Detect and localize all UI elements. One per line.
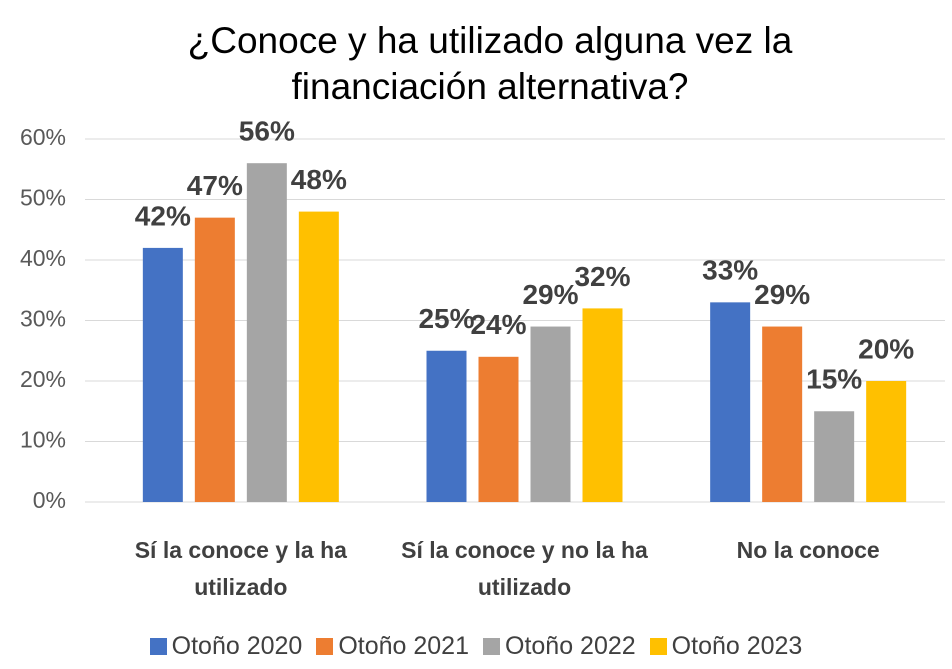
x-tick-label: No la conoce bbox=[736, 537, 880, 563]
data-label: 15% bbox=[806, 364, 862, 395]
bar bbox=[762, 326, 803, 502]
legend: Otoño 2020 Otoño 2021 Otoño 2022 Otoño 2023 bbox=[0, 632, 952, 661]
legend-label: Otoño 2021 bbox=[338, 632, 469, 660]
bar bbox=[298, 211, 339, 502]
y-tick-label: 10% bbox=[20, 427, 66, 453]
legend-swatch bbox=[316, 638, 334, 655]
data-label: 47% bbox=[187, 170, 243, 201]
y-tick-label: 40% bbox=[20, 245, 66, 271]
y-tick-label: 50% bbox=[20, 185, 66, 211]
legend-swatch bbox=[649, 638, 667, 655]
data-label: 48% bbox=[291, 164, 347, 195]
chart-title: ¿Conoce y ha utilizado alguna vez la fin… bbox=[187, 20, 793, 107]
data-label: 25% bbox=[418, 303, 474, 334]
legend-item: Otoño 2020 bbox=[149, 632, 303, 661]
bar bbox=[142, 247, 183, 502]
data-label: 56% bbox=[239, 116, 295, 147]
data-label: 42% bbox=[135, 200, 191, 231]
data-label: 20% bbox=[858, 333, 914, 364]
bar bbox=[530, 326, 571, 502]
data-label: 29% bbox=[522, 279, 578, 310]
data-label: 33% bbox=[702, 255, 758, 286]
bar bbox=[426, 350, 467, 502]
bar bbox=[582, 308, 623, 502]
legend-item: Otoño 2022 bbox=[483, 632, 636, 661]
y-tick-label: 30% bbox=[20, 306, 66, 332]
bar bbox=[814, 411, 855, 502]
data-label: 24% bbox=[470, 309, 526, 340]
data-label: 29% bbox=[754, 279, 810, 310]
y-tick-label: 60% bbox=[20, 124, 66, 150]
x-tick-label: Sí la conoce y no la ha utilizado bbox=[401, 537, 648, 600]
bar bbox=[194, 217, 235, 502]
legend-item: Otoño 2023 bbox=[649, 632, 803, 661]
legend-swatch bbox=[149, 638, 167, 655]
bar bbox=[866, 381, 907, 502]
x-tick-label: Sí la conoce y la ha utilizado bbox=[134, 537, 347, 600]
data-label: 32% bbox=[574, 261, 630, 292]
y-tick-label: 0% bbox=[33, 487, 66, 513]
legend-label: Otoño 2022 bbox=[505, 632, 636, 660]
y-tick-label: 20% bbox=[20, 366, 66, 392]
bar bbox=[710, 302, 751, 502]
legend-label: Otoño 2023 bbox=[671, 632, 803, 660]
legend-label: Otoño 2020 bbox=[171, 632, 303, 660]
legend-swatch bbox=[483, 638, 500, 655]
legend-item: Otoño 2021 bbox=[316, 632, 469, 661]
bar bbox=[246, 163, 287, 502]
bar bbox=[478, 356, 519, 502]
